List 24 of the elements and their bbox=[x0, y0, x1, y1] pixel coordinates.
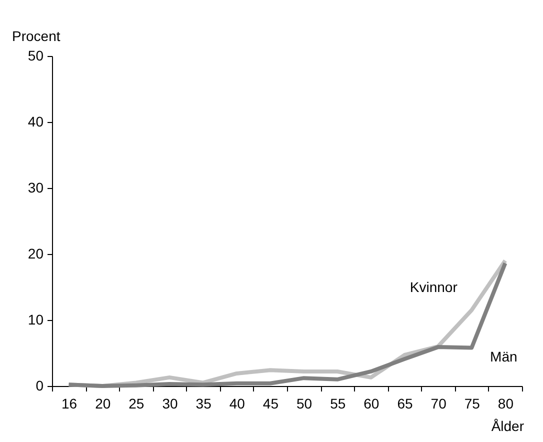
series-label: Kvinnor bbox=[410, 279, 458, 296]
x-tick-label: 30 bbox=[162, 396, 178, 412]
y-tick-label: 30 bbox=[28, 180, 44, 196]
x-tick-label: 35 bbox=[196, 396, 212, 412]
x-tick-label: 45 bbox=[262, 396, 279, 412]
series-label: Män bbox=[490, 348, 518, 365]
y-tick-label: 50 bbox=[28, 48, 44, 64]
x-tick-label: 60 bbox=[364, 396, 380, 412]
x-tick-label: 40 bbox=[229, 396, 246, 412]
y-tick-label: 0 bbox=[36, 378, 44, 394]
x-tick-label: 70 bbox=[430, 396, 447, 412]
x-tick-label: 50 bbox=[296, 396, 312, 412]
y-axis-title: Procent bbox=[12, 28, 60, 44]
x-tick-label: 65 bbox=[397, 396, 413, 412]
x-tick-label: 25 bbox=[128, 396, 144, 412]
y-tick-label: 40 bbox=[28, 114, 44, 130]
x-tick-label: 55 bbox=[330, 396, 346, 412]
y-tick-label: 20 bbox=[28, 246, 44, 262]
x-axis-title: Ålder bbox=[491, 418, 524, 434]
x-tick-label: 75 bbox=[464, 396, 480, 412]
x-tick-label: 80 bbox=[498, 396, 514, 412]
x-tick-label: 20 bbox=[95, 396, 111, 412]
x-tick-label: 16 bbox=[61, 396, 78, 412]
y-tick-label: 10 bbox=[28, 312, 44, 328]
